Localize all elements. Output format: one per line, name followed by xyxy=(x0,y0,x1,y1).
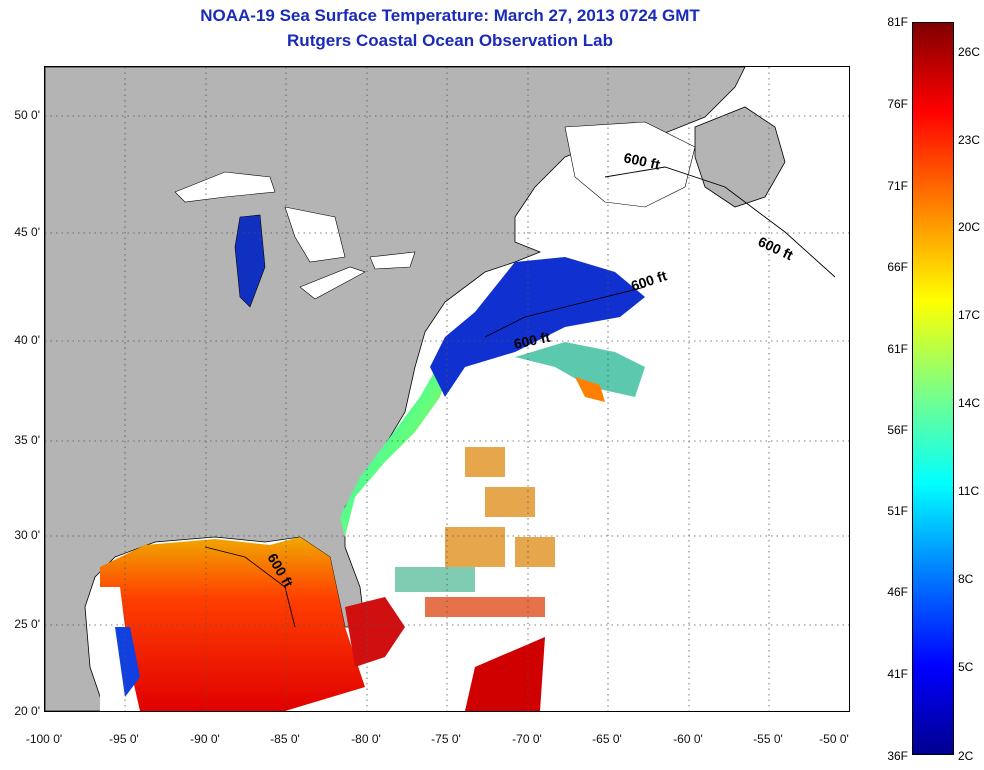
map-subtitle: Rutgers Coastal Ocean Observation Lab xyxy=(287,31,613,50)
colorbar-f-label: 66F xyxy=(887,260,908,274)
colorbar-f-label: 81F xyxy=(887,15,908,29)
colorbar-f-label: 51F xyxy=(887,504,908,518)
contour-label: 600 ft xyxy=(512,329,551,352)
map-svg: 600 ft 600 ft 600 ft 600 ft 600 ft xyxy=(45,67,849,711)
lon-tick: -60 0' xyxy=(673,732,703,746)
colorbar-f-label: 56F xyxy=(887,423,908,437)
lon-tick: -80 0' xyxy=(351,732,381,746)
land-newfoundland xyxy=(694,106,786,208)
sst-map: 600 ft 600 ft 600 ft 600 ft 600 ft xyxy=(44,66,850,712)
colorbar-c-label: 5C xyxy=(958,660,974,674)
lat-tick: 45 0' xyxy=(14,225,40,239)
map-title: NOAA-19 Sea Surface Temperature: March 2… xyxy=(200,6,700,25)
lon-tick: -55 0' xyxy=(753,732,783,746)
caribbean-sst xyxy=(465,637,545,711)
gulf-blue-coast xyxy=(115,627,140,697)
lon-tick: -100 0' xyxy=(25,732,63,746)
lat-tick: 30 0' xyxy=(14,528,40,542)
colorbar-f-label: 76F xyxy=(887,97,908,111)
colorbar-c-label: 2C xyxy=(958,749,974,763)
lon-tick: -50 0' xyxy=(819,732,849,746)
contour-600ft xyxy=(204,166,836,628)
lon-tick: -75 0' xyxy=(431,732,461,746)
contour-label: 600 ft xyxy=(756,233,796,263)
colorbar-f-label: 61F xyxy=(887,342,908,356)
great-lakes-erie xyxy=(299,266,366,300)
lat-tick: 20 0' xyxy=(14,704,40,718)
colorbar-f-label: 71F xyxy=(887,179,908,193)
gulf-of-maine-cold xyxy=(430,257,645,397)
great-lakes-ontario xyxy=(369,251,416,270)
great-lakes-huron xyxy=(284,206,346,263)
colorbar-c-label: 14C xyxy=(958,396,981,410)
lat-tick: 50 0' xyxy=(14,108,40,122)
colorbar-c-label: 23C xyxy=(958,133,981,147)
contour-label: 600 ft xyxy=(622,149,661,172)
scattered-sst-patches xyxy=(395,447,555,617)
colorbar-c-label: 11C xyxy=(958,484,980,498)
warm-eddy xyxy=(575,377,605,402)
colorbar-f-label: 46F xyxy=(887,585,908,599)
lon-tick: -90 0' xyxy=(190,732,220,746)
great-lakes-michigan xyxy=(234,214,266,308)
lat-tick: 25 0' xyxy=(14,617,40,631)
graticule xyxy=(45,67,849,711)
great-lakes-superior xyxy=(174,171,276,203)
colorbar-c-label: 26C xyxy=(958,45,981,59)
lon-tick: -95 0' xyxy=(109,732,139,746)
colorbar-f-label: 41F xyxy=(887,667,908,681)
lon-tick: -65 0' xyxy=(592,732,622,746)
colorbar-c-label: 17C xyxy=(958,308,981,322)
colorbar-f-label: 36F xyxy=(887,749,908,763)
bahamas-sst xyxy=(345,597,405,667)
colorbar-c-label: 8C xyxy=(958,572,974,586)
colorbar-c-label: 20C xyxy=(958,220,981,234)
shelf-slope-warm xyxy=(515,342,645,397)
lon-tick: -85 0' xyxy=(270,732,300,746)
gulf-stream-band xyxy=(340,337,465,537)
gulf-of-mexico-sst xyxy=(100,537,365,711)
lat-tick: 40 0' xyxy=(14,333,40,347)
contour-label: 600 ft xyxy=(629,267,669,294)
temperature-colorbar xyxy=(912,22,954,755)
gulf-st-lawrence xyxy=(564,121,696,208)
lon-tick: -70 0' xyxy=(512,732,542,746)
lat-tick: 35 0' xyxy=(14,433,40,447)
